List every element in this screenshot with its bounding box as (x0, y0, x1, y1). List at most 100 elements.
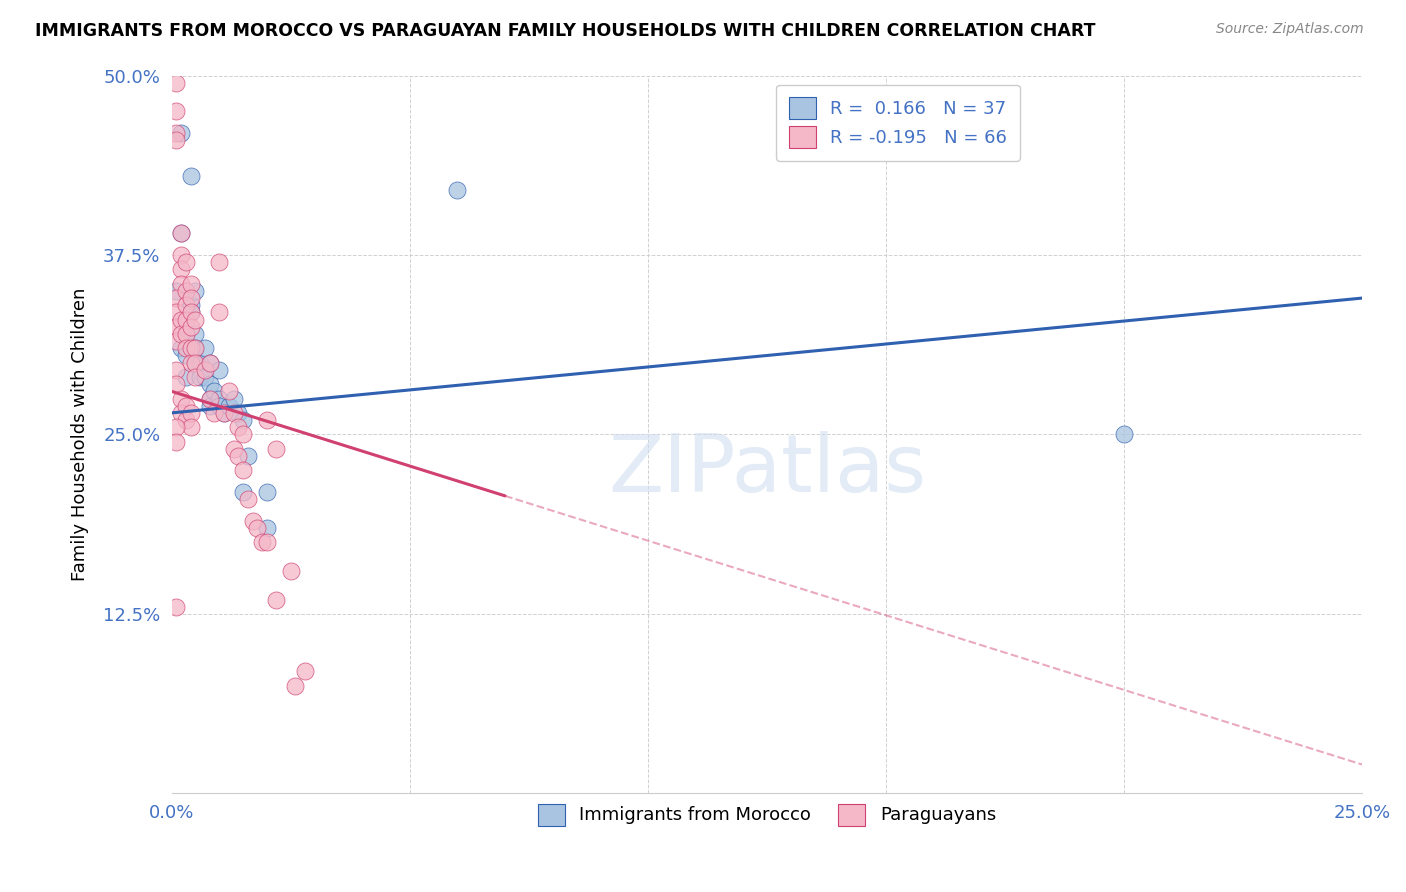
Point (226, 420, 249, 434)
Point (170, 341, 193, 355)
Point (170, 248, 193, 262)
Point (184, 326, 207, 341)
Point (170, 392, 193, 406)
Point (250, 535, 273, 549)
Point (284, 679, 307, 693)
Point (218, 399, 240, 413)
Point (184, 284, 207, 298)
Point (198, 392, 221, 406)
Point (174, 341, 197, 355)
Point (256, 535, 278, 549)
Point (170, 326, 193, 341)
Point (174, 326, 197, 341)
Point (180, 341, 202, 355)
Point (218, 384, 240, 399)
Point (198, 399, 221, 413)
Point (1114, 427, 1136, 442)
Point (204, 406, 226, 420)
Point (165, 363, 187, 377)
Point (208, 255, 231, 269)
Point (170, 227, 193, 241)
Point (165, 291, 187, 305)
Point (165, 305, 187, 319)
Point (174, 255, 197, 269)
Point (170, 126, 193, 140)
Point (266, 592, 288, 607)
Point (180, 319, 202, 334)
Point (170, 262, 193, 277)
Point (222, 406, 245, 420)
Point (236, 491, 259, 506)
Point (208, 392, 231, 406)
Point (165, 434, 187, 449)
Point (222, 442, 245, 456)
Point (180, 420, 202, 434)
Point (236, 449, 259, 463)
Point (266, 442, 288, 456)
Point (232, 484, 254, 499)
Point (212, 406, 235, 420)
Point (174, 298, 197, 312)
Point (165, 76, 187, 90)
Point (174, 413, 197, 427)
Point (180, 277, 202, 291)
Point (165, 334, 187, 348)
Legend: Immigrants from Morocco, Paraguayans: Immigrants from Morocco, Paraguayans (529, 795, 1005, 835)
Point (174, 349, 197, 363)
Point (180, 169, 202, 183)
Point (194, 370, 217, 384)
Point (446, 183, 468, 197)
Point (165, 126, 187, 140)
Point (170, 277, 193, 291)
Point (226, 449, 249, 463)
Point (204, 384, 226, 399)
Point (180, 356, 202, 370)
Point (180, 291, 202, 305)
Point (180, 406, 202, 420)
Point (165, 420, 187, 434)
Point (165, 599, 187, 614)
Point (294, 665, 316, 679)
Point (174, 370, 197, 384)
Point (222, 392, 245, 406)
Point (232, 463, 254, 477)
Point (184, 312, 207, 326)
Point (174, 399, 197, 413)
Point (198, 392, 221, 406)
Point (170, 312, 193, 326)
Point (165, 104, 187, 119)
Point (170, 227, 193, 241)
Point (188, 370, 211, 384)
Point (184, 356, 207, 370)
Point (246, 521, 269, 535)
Point (232, 427, 254, 442)
Point (208, 363, 231, 377)
Point (180, 305, 202, 319)
Point (184, 341, 207, 355)
Point (184, 341, 207, 355)
Point (180, 298, 202, 312)
Point (170, 406, 193, 420)
Text: Source: ZipAtlas.com: Source: ZipAtlas.com (1216, 22, 1364, 37)
Point (194, 341, 217, 355)
Text: ZIPatlas: ZIPatlas (607, 432, 927, 509)
Point (165, 377, 187, 392)
Point (198, 356, 221, 370)
Point (174, 326, 197, 341)
Point (198, 356, 221, 370)
Point (198, 377, 221, 392)
Point (165, 284, 187, 298)
Point (280, 564, 302, 578)
Point (208, 305, 231, 319)
Point (212, 406, 235, 420)
Point (184, 356, 207, 370)
Point (194, 363, 217, 377)
Point (184, 370, 207, 384)
Point (232, 413, 254, 427)
Point (256, 413, 278, 427)
Point (174, 312, 197, 326)
Point (256, 521, 278, 535)
Point (208, 399, 231, 413)
Point (256, 484, 278, 499)
Point (226, 406, 249, 420)
